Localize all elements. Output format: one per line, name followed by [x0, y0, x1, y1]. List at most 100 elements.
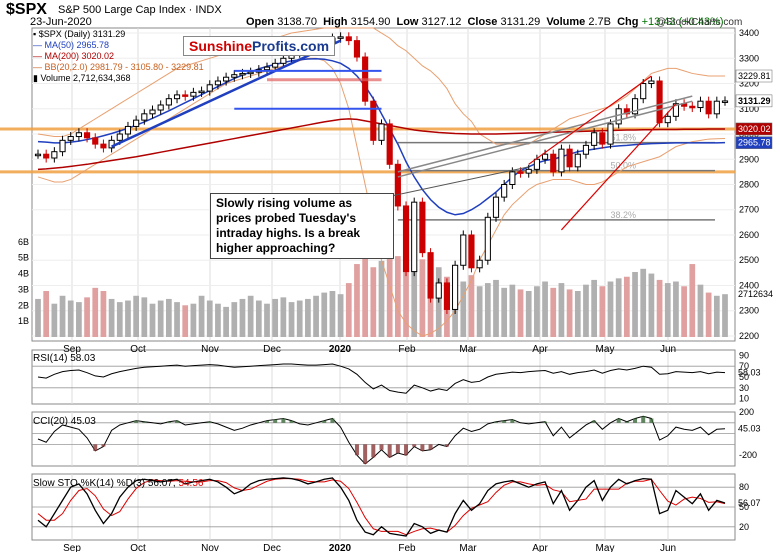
volume-tick-label: 3B	[18, 284, 29, 294]
volume-bar	[329, 291, 336, 337]
volume-bar	[264, 303, 270, 337]
rsi-line	[37, 363, 726, 394]
x-tick-label-bottom: 2020	[329, 543, 352, 552]
volume-bar	[632, 271, 638, 337]
candle-body	[51, 151, 58, 159]
sto-label: Slow STO %K(14) %D(3) 56.07, 54.56	[33, 478, 203, 489]
candle-body	[165, 98, 172, 106]
volume-bar	[108, 298, 115, 337]
volume-bar	[656, 279, 663, 337]
legend-price-text: $SPX (Daily) 3131.29	[38, 29, 126, 39]
low-label: Low	[396, 16, 419, 28]
panel-rsi	[31, 349, 736, 405]
price-tick-label: 3200	[739, 79, 759, 89]
candle-body	[525, 168, 532, 174]
candle-body	[517, 171, 524, 174]
candle-body	[443, 282, 451, 310]
x-tick-label: Sep	[63, 344, 81, 355]
volume-tick-label: 1B	[18, 316, 29, 326]
volume-bar	[705, 292, 712, 337]
watermark-part1: Sunshine	[189, 38, 253, 54]
candle-body	[75, 132, 82, 138]
volume-bar	[231, 302, 238, 337]
candle-body	[460, 234, 467, 266]
candle-body	[402, 205, 410, 273]
low-value: 3127.12	[421, 16, 462, 28]
volume-bar	[76, 302, 82, 337]
x-tick-label-bottom: Sep	[63, 543, 81, 552]
candle-body	[149, 109, 156, 115]
price-tick-label: 2600	[739, 230, 759, 240]
fib-level-label: 61.8%	[611, 133, 637, 143]
volume-bar	[640, 268, 647, 337]
volume-bar	[394, 256, 401, 337]
price-tick-label: 3300	[739, 53, 759, 63]
watermark-part2: Profits.com	[252, 38, 330, 54]
legend-bb-text: BB(20,2.0) 2981.79 - 3105.80 - 3229.81	[44, 62, 204, 72]
x-tick-label: Oct	[130, 344, 146, 355]
volume-value: 2.7B	[588, 16, 611, 28]
candle-body	[223, 76, 230, 82]
candle-body	[689, 105, 696, 109]
volume-bar	[84, 297, 90, 337]
x-tick-label-bottom: Dec	[263, 543, 281, 552]
volume-bar	[493, 279, 499, 337]
volume-bar	[574, 291, 581, 337]
candle-body	[411, 201, 418, 273]
price-tick-label: 2300	[739, 306, 759, 316]
sto-d-line	[37, 478, 726, 536]
price-tick-label: 3400	[739, 28, 759, 38]
x-tick-label: Nov	[201, 344, 219, 355]
candle-body	[697, 100, 704, 109]
price-last-label: 2965.78	[738, 138, 771, 148]
volume-bar	[174, 302, 180, 337]
chg-label: Chg	[617, 16, 639, 28]
volume-bar	[133, 295, 140, 337]
candle-body	[370, 100, 377, 141]
volume-bar	[362, 254, 369, 337]
symbol: $SPX	[6, 1, 47, 18]
volume-bar	[345, 283, 352, 337]
volume-bar	[223, 306, 229, 337]
volume-bar	[149, 303, 156, 337]
chg-value: +13.43 (+0.43%)	[641, 16, 724, 28]
volume-bar	[476, 286, 483, 337]
price-tick-label: 2700	[739, 205, 759, 215]
candle-body	[468, 234, 475, 269]
price-tick-label: 2500	[739, 255, 759, 265]
volume-bar	[689, 264, 696, 337]
candle-body	[124, 125, 132, 135]
candle-body	[705, 100, 712, 115]
candle-body	[190, 91, 197, 97]
cci-tick-label: -200	[739, 450, 757, 460]
sto-tick-label: 50	[739, 502, 749, 512]
candle-body	[492, 196, 500, 218]
volume-tick-label: 4B	[18, 269, 29, 279]
chart-date: 23-Jun-2020	[30, 16, 92, 28]
volume-bar	[288, 302, 295, 337]
volume-bar	[501, 287, 508, 337]
rsi-tick-label: 30	[739, 383, 749, 393]
close-value: 3131.29	[500, 16, 541, 28]
volume-bar	[157, 300, 164, 337]
sto-last-label: 56.07	[738, 498, 761, 508]
candle-body	[34, 153, 42, 157]
volume-tick-label: 5B	[18, 253, 29, 263]
candle-body	[541, 153, 549, 160]
volume-bar	[460, 281, 467, 337]
candle-body	[607, 123, 614, 145]
x-tick-label: Mar	[459, 344, 477, 355]
rsi-tick-label: 90	[739, 350, 749, 360]
volume-bar	[337, 294, 344, 337]
candle-body	[550, 153, 557, 173]
ohlc-readout: Open 3138.70 High 3154.90 Low 3127.12 Cl…	[246, 16, 724, 28]
candle-body	[435, 282, 442, 299]
candle-body	[648, 80, 655, 85]
volume-bar	[591, 279, 598, 337]
callout-pointer	[381, 166, 529, 199]
candle-body	[263, 66, 271, 71]
volume-bar	[43, 291, 50, 337]
price-last-label-box	[735, 136, 773, 149]
volume-bar	[321, 292, 328, 337]
watermark-logo: SunshineProfits.com	[183, 36, 336, 56]
